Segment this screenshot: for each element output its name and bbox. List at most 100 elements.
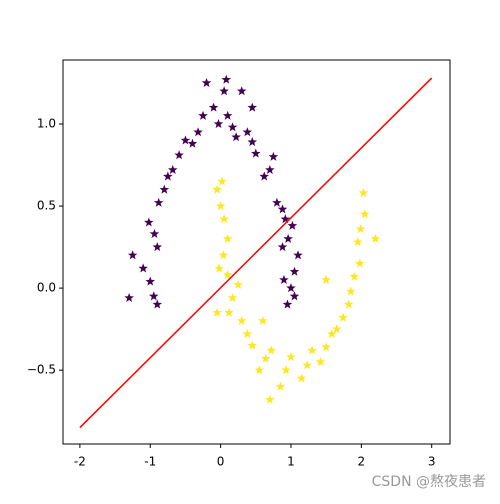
star-point — [247, 102, 258, 112]
star-point — [254, 365, 265, 375]
star-point — [159, 184, 170, 194]
star-point — [233, 279, 243, 289]
star-point — [302, 360, 312, 370]
star-point — [286, 352, 296, 362]
star-point — [279, 274, 289, 284]
star-point — [242, 127, 253, 137]
star-point — [149, 291, 159, 301]
star-point — [331, 324, 342, 334]
x-tick-label: 1 — [287, 455, 295, 469]
star-point — [152, 299, 163, 309]
star-point — [281, 365, 291, 375]
star-point — [265, 164, 275, 174]
star-point — [358, 187, 369, 197]
star-point — [338, 312, 348, 322]
star-point — [214, 263, 224, 273]
star-point — [180, 135, 191, 145]
star-point — [247, 137, 258, 147]
x-tick-label: 3 — [428, 455, 436, 469]
star-point — [259, 171, 269, 181]
star-point — [224, 307, 234, 317]
star-point — [215, 201, 226, 211]
x-tick-label: 2 — [358, 455, 366, 469]
star-point — [222, 110, 233, 120]
star-point — [321, 342, 331, 352]
star-point — [293, 250, 303, 260]
x-tick-label: -1 — [144, 455, 156, 469]
star-point — [355, 224, 366, 234]
star-point — [227, 122, 238, 132]
y-tick-label: 1.0 — [37, 117, 56, 131]
x-tick-label: -2 — [74, 455, 86, 469]
star-point — [360, 209, 370, 219]
star-point — [266, 345, 277, 355]
star-point — [212, 307, 222, 317]
star-point — [289, 291, 300, 301]
star-point — [227, 292, 238, 302]
fit-line — [79, 77, 433, 429]
star-point — [208, 102, 219, 112]
star-point — [163, 171, 173, 181]
star-point — [149, 228, 160, 238]
x-tick-label: 0 — [217, 455, 225, 469]
star-point — [287, 220, 298, 230]
star-point — [153, 197, 164, 207]
star-point — [315, 356, 326, 366]
star-point — [222, 269, 233, 280]
star-point — [321, 274, 331, 284]
star-point — [355, 258, 365, 268]
star-point — [251, 148, 261, 158]
star-point — [221, 74, 231, 84]
star-point — [280, 214, 291, 224]
star-point — [152, 242, 163, 252]
plot-frame — [62, 59, 451, 445]
star-point — [187, 138, 198, 148]
star-point — [268, 151, 279, 161]
y-tick-label: 0.0 — [37, 281, 56, 295]
star-point — [236, 315, 247, 325]
star-point — [124, 292, 134, 302]
star-point — [198, 110, 208, 120]
star-point — [370, 233, 381, 243]
star-point — [349, 271, 360, 281]
y-tick-label: −0.5 — [27, 363, 56, 377]
star-point — [296, 373, 307, 383]
star-point — [201, 77, 212, 88]
star-point — [127, 250, 138, 260]
star-point — [277, 242, 288, 252]
star-point — [353, 237, 363, 247]
star-point — [213, 119, 224, 129]
star-point — [168, 164, 178, 174]
star-point — [174, 150, 184, 160]
star-point — [247, 340, 258, 350]
star-point — [212, 184, 222, 194]
star-point — [258, 315, 268, 325]
star-point — [222, 233, 233, 243]
star-point — [286, 283, 296, 293]
star-point — [265, 394, 275, 404]
star-point — [282, 299, 293, 309]
star-point — [272, 197, 282, 207]
star-point — [242, 329, 253, 339]
star-point — [277, 204, 288, 214]
star-point — [236, 86, 247, 96]
star-point — [144, 217, 154, 227]
star-point — [307, 345, 317, 355]
star-point — [283, 233, 293, 243]
star-point — [145, 276, 156, 286]
star-point — [346, 286, 356, 296]
star-point — [275, 381, 286, 391]
star-point — [218, 250, 229, 260]
star-point — [327, 329, 337, 339]
star-point — [193, 127, 203, 137]
star-point — [138, 263, 148, 273]
star-point — [260, 353, 271, 363]
star-point — [231, 132, 241, 142]
star-point — [219, 86, 229, 96]
watermark: CSDN @熬夜患者 — [372, 474, 486, 490]
star-point — [289, 266, 300, 276]
y-tick-label: 0.5 — [37, 199, 56, 213]
star-point — [343, 299, 354, 309]
star-point — [217, 176, 227, 186]
